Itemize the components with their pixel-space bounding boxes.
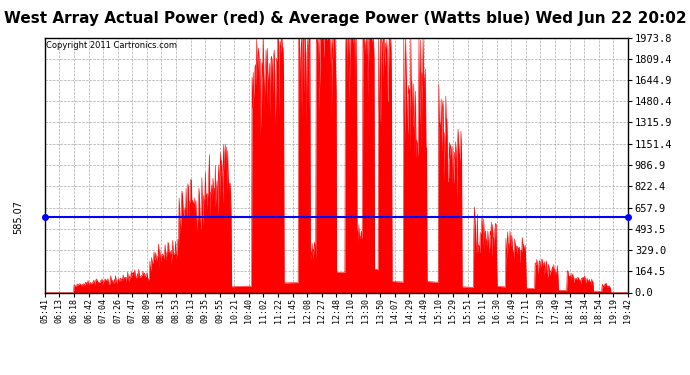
Text: Copyright 2011 Cartronics.com: Copyright 2011 Cartronics.com: [46, 41, 177, 50]
Text: 585.07: 585.07: [14, 200, 23, 234]
Text: West Array Actual Power (red) & Average Power (Watts blue) Wed Jun 22 20:02: West Array Actual Power (red) & Average …: [3, 11, 687, 26]
